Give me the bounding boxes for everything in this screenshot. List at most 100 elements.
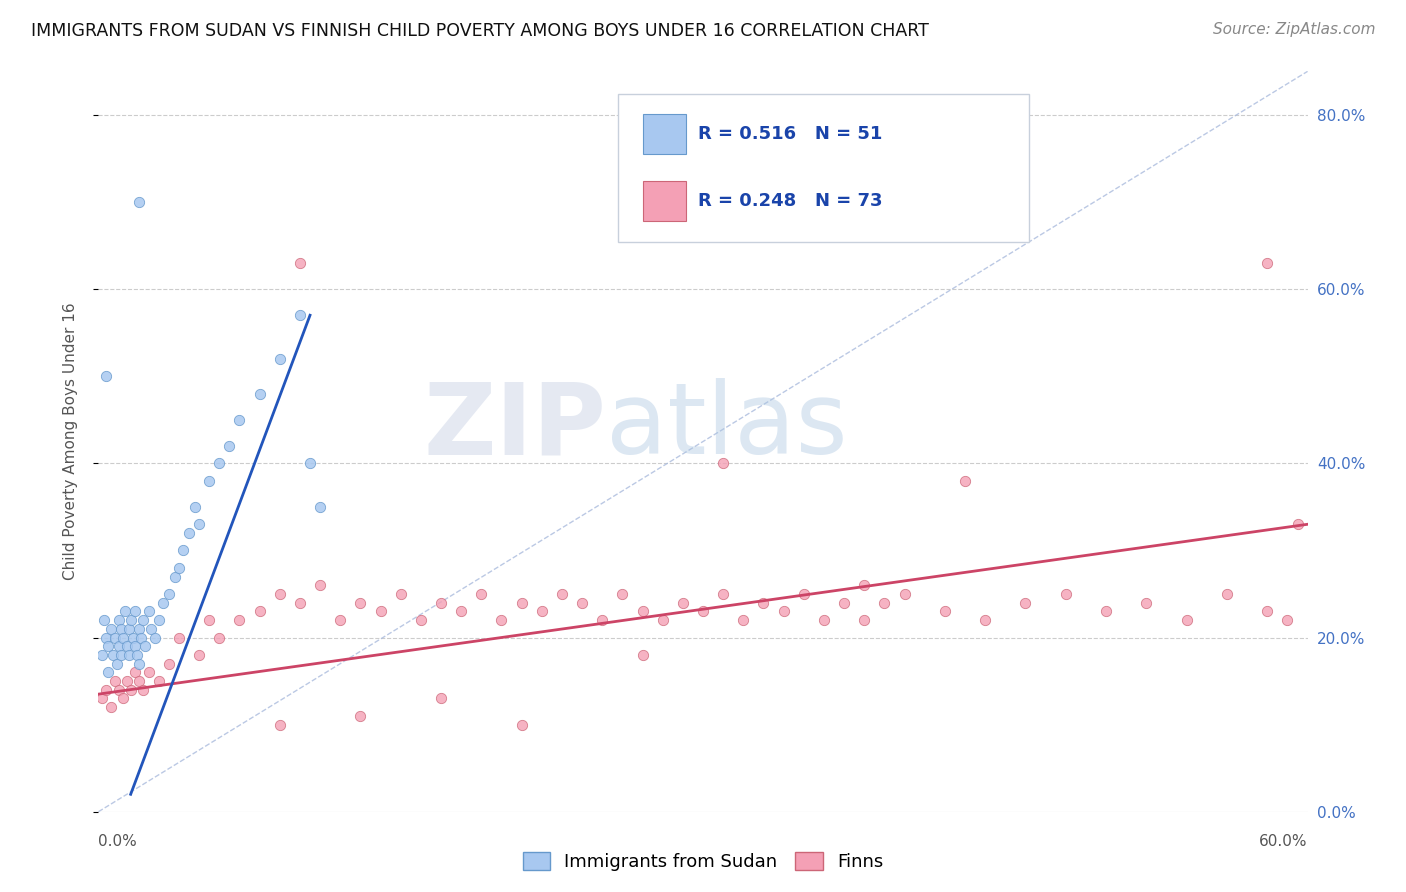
Point	[96, 631, 118, 645]
Point	[1054, 587, 1077, 601]
Point	[124, 604, 146, 618]
Point	[157, 657, 180, 671]
Point	[470, 587, 492, 601]
Point	[309, 500, 332, 514]
Point	[125, 648, 148, 662]
Point	[91, 691, 114, 706]
Point	[591, 613, 613, 627]
Text: ZIP: ZIP	[423, 378, 606, 475]
Point	[974, 613, 997, 627]
Point	[97, 639, 120, 653]
Point	[115, 639, 138, 653]
Point	[120, 682, 142, 697]
Point	[128, 622, 150, 636]
Legend: Immigrants from Sudan, Finns: Immigrants from Sudan, Finns	[516, 846, 890, 879]
Point	[711, 456, 734, 470]
Point	[450, 604, 472, 618]
Point	[1095, 604, 1118, 618]
Point	[269, 717, 291, 731]
Point	[299, 456, 322, 470]
Point	[370, 604, 392, 618]
Point	[409, 613, 432, 627]
Text: atlas: atlas	[606, 378, 848, 475]
Point	[571, 596, 593, 610]
Text: R = 0.248   N = 73: R = 0.248 N = 73	[699, 192, 883, 210]
Point	[249, 604, 271, 618]
Point	[510, 717, 533, 731]
Point	[107, 682, 129, 697]
Point	[120, 613, 142, 627]
Point	[651, 613, 673, 627]
Point	[1216, 587, 1239, 601]
Point	[953, 474, 976, 488]
Point	[188, 648, 211, 662]
Point	[128, 194, 150, 209]
Point	[228, 413, 250, 427]
Point	[129, 631, 152, 645]
Point	[733, 613, 755, 627]
Point	[1256, 604, 1278, 618]
Point	[1014, 596, 1036, 610]
Point	[138, 665, 160, 680]
Point	[107, 639, 129, 653]
Point	[269, 351, 291, 366]
Point	[631, 648, 654, 662]
Point	[491, 613, 513, 627]
Point	[288, 596, 311, 610]
Point	[1175, 613, 1198, 627]
Point	[110, 648, 132, 662]
Point	[100, 622, 122, 636]
FancyBboxPatch shape	[619, 94, 1029, 242]
Point	[510, 596, 533, 610]
Text: IMMIGRANTS FROM SUDAN VS FINNISH CHILD POVERTY AMONG BOYS UNDER 16 CORRELATION C: IMMIGRANTS FROM SUDAN VS FINNISH CHILD P…	[31, 22, 929, 40]
Point	[121, 631, 143, 645]
Point	[132, 613, 155, 627]
Point	[128, 674, 150, 689]
Point	[139, 622, 162, 636]
Point	[179, 526, 201, 541]
Point	[157, 587, 180, 601]
Point	[111, 631, 134, 645]
Point	[172, 543, 194, 558]
Point	[128, 657, 150, 671]
Point	[184, 500, 207, 514]
Point	[118, 622, 141, 636]
FancyBboxPatch shape	[643, 181, 686, 220]
Point	[309, 578, 332, 592]
Point	[167, 561, 190, 575]
Point	[934, 604, 956, 618]
Point	[107, 613, 129, 627]
Point	[198, 474, 221, 488]
Point	[1256, 256, 1278, 270]
Text: 60.0%: 60.0%	[1260, 834, 1308, 849]
Point	[430, 691, 453, 706]
Point	[148, 613, 170, 627]
Point	[631, 604, 654, 618]
Point	[152, 596, 174, 610]
Point	[893, 587, 915, 601]
FancyBboxPatch shape	[643, 114, 686, 154]
Point	[132, 682, 155, 697]
Point	[329, 613, 352, 627]
Point	[752, 596, 775, 610]
Point	[1277, 613, 1299, 627]
Point	[551, 587, 574, 601]
Y-axis label: Child Poverty Among Boys Under 16: Child Poverty Among Boys Under 16	[63, 302, 77, 581]
Point	[389, 587, 412, 601]
Point	[832, 596, 855, 610]
Point	[101, 648, 124, 662]
Point	[93, 613, 115, 627]
Text: Source: ZipAtlas.com: Source: ZipAtlas.com	[1212, 22, 1375, 37]
Point	[124, 665, 146, 680]
Point	[430, 596, 453, 610]
Point	[148, 674, 170, 689]
Point	[793, 587, 815, 601]
Point	[91, 648, 114, 662]
Point	[1135, 596, 1157, 610]
Point	[188, 517, 211, 532]
Point	[138, 604, 160, 618]
Point	[530, 604, 553, 618]
Point	[853, 613, 876, 627]
Point	[198, 613, 221, 627]
Point	[103, 631, 125, 645]
